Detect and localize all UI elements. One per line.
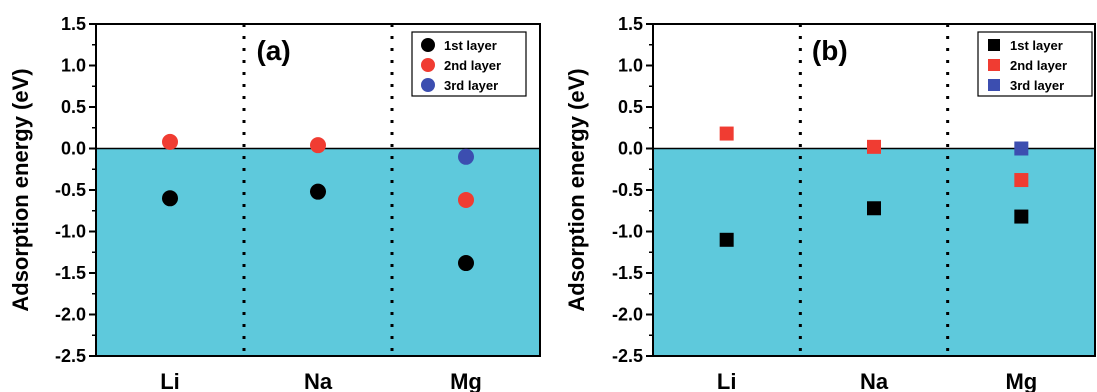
legend-entry: 3rd layer <box>1010 78 1064 93</box>
y-tick-label: -0.5 <box>612 180 643 200</box>
y-tick-label: 0.5 <box>61 97 86 117</box>
legend-marker <box>988 79 1000 91</box>
legend-entry: 2nd layer <box>444 58 501 73</box>
data-point <box>867 139 881 154</box>
x-tick-label: Na <box>860 369 889 392</box>
data-point <box>867 201 881 216</box>
y-axis-label: Adsorption energy (eV) <box>564 68 589 311</box>
y-tick-label: -2.0 <box>55 305 86 325</box>
data-point <box>1014 209 1029 224</box>
data-point <box>458 191 474 208</box>
legend-marker <box>988 59 1000 71</box>
legend-marker <box>988 39 1000 51</box>
legend-marker <box>421 58 435 72</box>
y-tick-label: 1.0 <box>618 56 643 76</box>
legend-marker <box>421 38 435 52</box>
data-point <box>310 137 326 154</box>
x-tick-label: Na <box>304 369 333 392</box>
x-tick-label: Mg <box>450 369 482 392</box>
y-tick-label: -1.5 <box>55 263 86 283</box>
x-tick-label: Li <box>717 369 737 392</box>
y-tick-label: 0.0 <box>61 139 86 159</box>
panel-b: 1.5 1.0 0.5 0.0 -0.5 -1.0 -1.5 -2.0 -2.5 Li Na Mg Ad… <box>564 14 1096 392</box>
legend-entry: 1st layer <box>444 38 497 53</box>
legend-marker <box>421 78 435 92</box>
shaded-region <box>653 148 1095 356</box>
y-tick-label: -1.0 <box>55 222 86 242</box>
panel-label: (b) <box>812 35 848 66</box>
data-point <box>719 126 734 141</box>
data-point <box>1014 173 1029 188</box>
y-tick-label: -2.5 <box>612 346 643 366</box>
y-tick-label: 1.5 <box>61 14 86 34</box>
y-tick-label: -2.5 <box>55 346 86 366</box>
data-point <box>458 148 474 165</box>
panel-a: 1.5 1.0 0.5 0.0 -0.5 -1.0 -1.5 -2.0 -2.5 Li Na Mg Ad… <box>8 14 541 392</box>
data-point <box>162 133 178 150</box>
y-tick-label: -1.5 <box>612 263 643 283</box>
shaded-region <box>96 148 540 356</box>
y-tick-label: 1.5 <box>618 14 643 34</box>
legend-entry: 3rd layer <box>444 78 498 93</box>
panel-label: (a) <box>256 35 290 66</box>
y-tick-label: -2.0 <box>612 305 643 325</box>
y-tick-label: 1.0 <box>61 56 86 76</box>
y-tick-label: -0.5 <box>55 180 86 200</box>
x-tick-label: Li <box>160 369 180 392</box>
y-tick-label: 0.0 <box>618 139 643 159</box>
legend-entry: 1st layer <box>1010 38 1063 53</box>
legend-entry: 2nd layer <box>1010 58 1067 73</box>
data-point <box>162 190 178 207</box>
y-tick-label: 0.5 <box>618 97 643 117</box>
data-point <box>458 255 474 272</box>
y-tick-label: -1.0 <box>612 222 643 242</box>
data-point <box>1014 141 1029 156</box>
x-tick-label: Mg <box>1005 369 1037 392</box>
data-point <box>719 232 734 247</box>
y-axis-label: Adsorption energy (eV) <box>8 68 33 311</box>
data-point <box>310 183 326 200</box>
